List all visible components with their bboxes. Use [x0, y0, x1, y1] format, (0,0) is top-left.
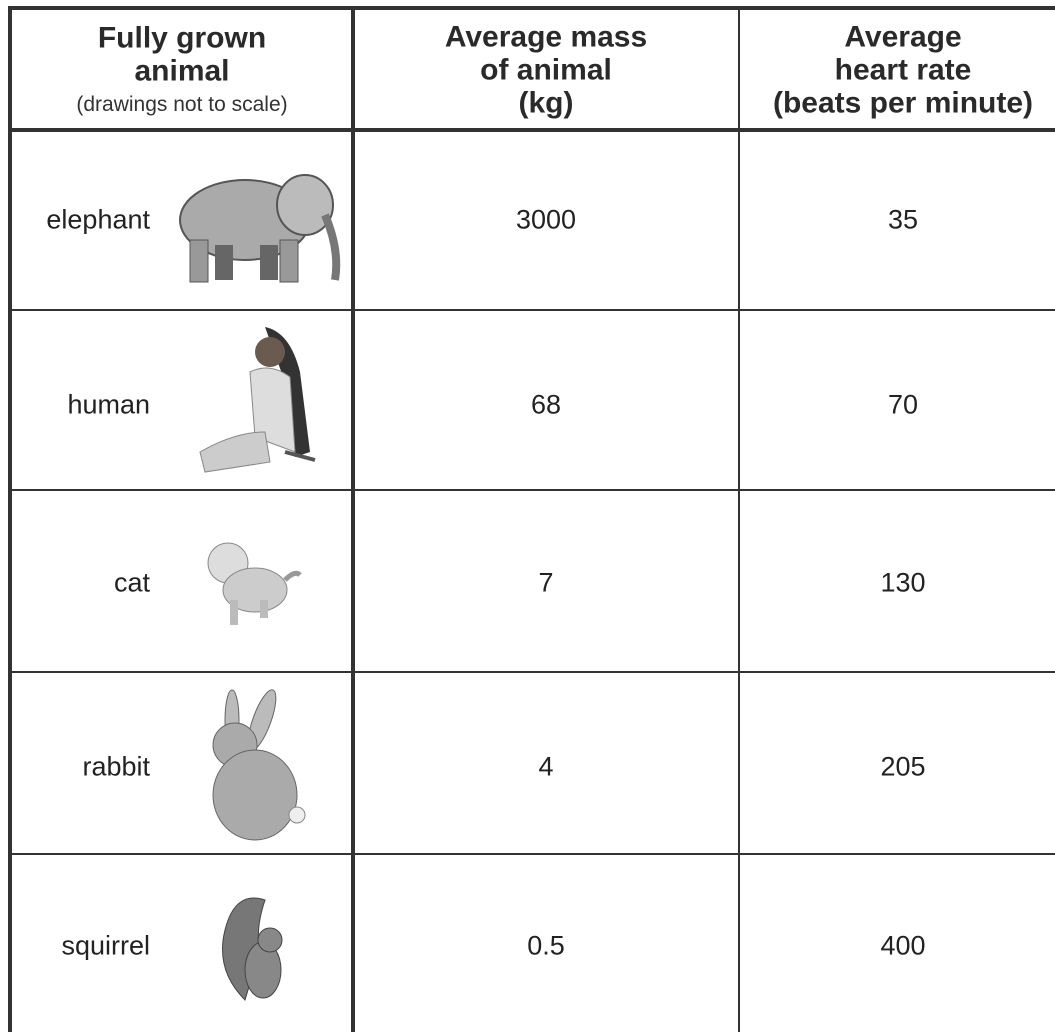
row-divider [8, 853, 1055, 855]
header-text: animal [134, 55, 229, 88]
page: Fully grownanimal (drawings not to scale)… [0, 0, 1055, 1032]
row-divider [8, 489, 1055, 491]
header-text: Average mass [445, 21, 647, 54]
header-text: (kg) [519, 87, 574, 120]
header-text: of animal [480, 54, 612, 87]
mass-value: 3000 [516, 205, 576, 236]
header-divider [8, 128, 1055, 132]
mass-value: 7 [538, 568, 553, 599]
heart-rate-value: 35 [888, 205, 918, 236]
border-top [8, 6, 1055, 10]
column-divider [351, 6, 355, 1032]
header-text: Fully grown [98, 22, 266, 55]
column-divider [738, 6, 740, 1032]
heart-rate-value: 400 [880, 931, 925, 962]
header-text: (beats per minute) [773, 87, 1033, 120]
mass-value: 68 [531, 390, 561, 421]
border-left [8, 6, 12, 1032]
header-text: Average [844, 21, 961, 54]
mass-value: 4 [538, 752, 553, 783]
heart-rate-value: 205 [880, 752, 925, 783]
rabbit-drawing [200, 680, 310, 845]
heart-rate-value: 130 [880, 568, 925, 599]
heart-rate-value: 70 [888, 390, 918, 421]
row-divider [8, 671, 1055, 673]
header-text: heart rate [835, 54, 972, 87]
animal-name: cat [114, 568, 150, 599]
animal-name: elephant [46, 205, 150, 236]
squirrel-drawing [215, 890, 290, 1005]
human-drawing [195, 322, 320, 482]
mass-value: 0.5 [527, 931, 565, 962]
header-note: (drawings not to scale) [76, 93, 287, 117]
animal-name: rabbit [82, 752, 150, 783]
cat-drawing [200, 535, 305, 630]
row-divider [8, 309, 1055, 311]
elephant-drawing [165, 160, 345, 290]
animal-name: squirrel [61, 931, 150, 962]
animal-name: human [67, 390, 150, 421]
